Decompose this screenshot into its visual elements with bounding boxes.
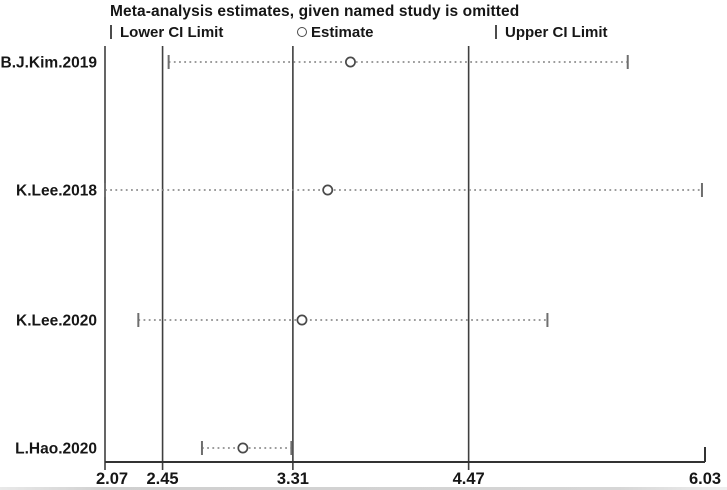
x-axis-tick-label: 3.31 (277, 470, 309, 488)
x-axis-tick-label: 2.45 (147, 470, 179, 488)
estimate-marker (322, 184, 334, 196)
x-axis-tick-label: 6.03 (689, 470, 721, 488)
legend-lower-ci-label: Lower CI Limit (120, 23, 224, 41)
chart-title: Meta-analysis estimates, given named stu… (110, 3, 520, 20)
page-edge-shadow (0, 487, 727, 490)
legend-upper-ci-label: Upper CI Limit (505, 23, 608, 41)
lower-ci-tick-icon (110, 25, 112, 39)
study-label: L.Hao.2020 (15, 441, 97, 458)
estimate-marker (345, 56, 356, 68)
x-axis-tick-label: 2.07 (96, 470, 128, 488)
estimate-circle-icon (297, 27, 307, 37)
legend-lower-ci: Lower CI Limit (110, 23, 223, 41)
x-axis-tick-label: 4.47 (453, 470, 485, 488)
legend-estimate-label: Estimate (311, 23, 374, 41)
upper-ci-tick-icon (495, 25, 497, 39)
estimate-marker (237, 442, 249, 454)
study-label: B.J.Kim.2019 (1, 55, 98, 72)
study-label: K.Lee.2018 (16, 183, 97, 200)
study-label: K.Lee.2020 (16, 313, 97, 330)
legend-upper-ci: Upper CI Limit (495, 23, 608, 41)
estimate-marker (296, 314, 308, 326)
legend-estimate: Estimate (297, 23, 374, 41)
